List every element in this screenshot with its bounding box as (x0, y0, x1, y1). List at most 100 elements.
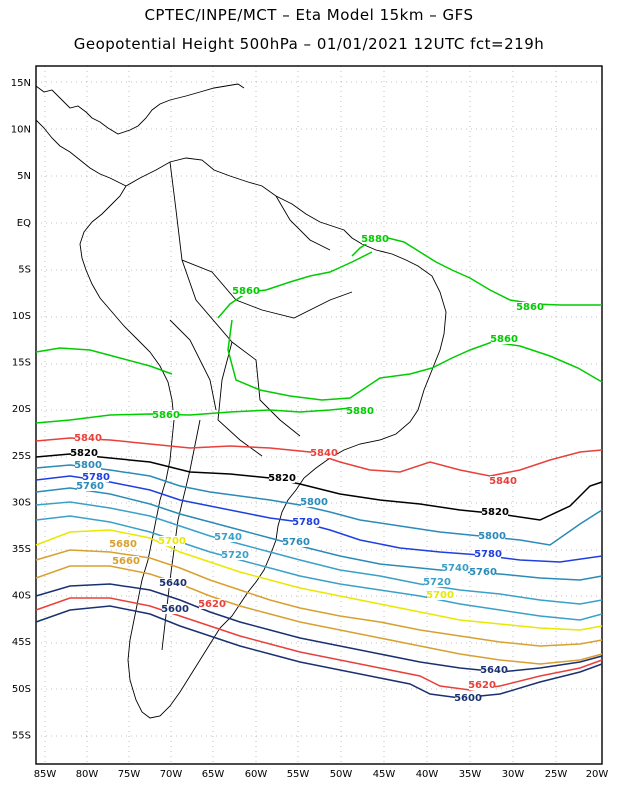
contour-label-5760: 5760 (469, 567, 497, 578)
contour-5800 (35, 464, 603, 546)
contour-label-5780: 5780 (292, 517, 320, 528)
contour-label-5860: 5860 (152, 410, 180, 421)
contour-label-5740: 5740 (441, 563, 469, 574)
contour-label-bg (71, 448, 97, 458)
contour-label-5820: 5820 (481, 507, 509, 518)
central-america-coast (35, 83, 245, 135)
y-tick-label: 5S (18, 264, 31, 275)
contour-label-5640: 5640 (159, 578, 187, 589)
x-tick-label: 75W (118, 769, 141, 780)
contour-label-bg (162, 604, 188, 614)
contour-label-bg (481, 665, 507, 675)
y-tick-label: 30S (12, 497, 31, 508)
contour-label-bg (75, 460, 101, 470)
contour-5740 (35, 501, 603, 605)
x-tick-label: 60W (245, 769, 268, 780)
contour-labels: 5880 5880 5860 5860 5860 5860 5840 5840 5840 5820… (70, 234, 544, 704)
x-tick-label: 85W (34, 769, 57, 780)
y-tick-label: 40S (12, 591, 31, 602)
contour-label-bg (442, 563, 468, 573)
contour-label-5660: 5660 (112, 556, 140, 567)
contour-label-5600: 5600 (454, 693, 482, 704)
contour-label-bg (479, 531, 505, 541)
map-frame (35, 65, 603, 765)
contour-label-bg (199, 599, 225, 609)
contour-label-5840: 5840 (310, 448, 338, 459)
x-tick-label: 50W (330, 769, 353, 780)
caribbean-coast (35, 119, 127, 187)
contour-label-5760: 5760 (76, 481, 104, 492)
x-tick-label: 30W (502, 769, 525, 780)
contour-label-5880: 5880 (361, 234, 389, 245)
contour-5640 (35, 583, 603, 673)
contour-label-5800: 5800 (300, 497, 328, 508)
x-tick-label: 55W (287, 769, 310, 780)
contour-label-bg (293, 517, 319, 527)
contour-label-bg (362, 234, 388, 244)
contour-5860-north (217, 251, 603, 401)
contour-5840 (35, 437, 603, 477)
contour-label-5800: 5800 (478, 531, 506, 542)
contour-label-bg (222, 550, 248, 560)
contour-label-5720: 5720 (423, 577, 451, 588)
contour-label-5740: 5740 (214, 532, 242, 543)
contour-5600 (35, 605, 603, 699)
contour-label-bg (159, 536, 185, 546)
contour-label-5860: 5860 (232, 286, 260, 297)
contour-label-bg (482, 507, 508, 517)
contour-label-bg (311, 448, 337, 458)
contour-label-bg (301, 497, 327, 507)
y-tick-label: 55S (12, 730, 31, 741)
contour-label-5700: 5700 (158, 536, 186, 547)
x-axis-ticks: 85W 80W 75W 70W 65W 60W 55W 50W 45W 40W 35W 30W 25W 2… (34, 769, 609, 780)
contour-label-bg (77, 481, 103, 491)
contour-label-bg (83, 472, 109, 482)
contour-label-bg (455, 693, 481, 703)
x-tick-label: 65W (202, 769, 225, 780)
y-tick-label: 25S (12, 451, 31, 462)
y-tick-label: 5N (17, 171, 31, 182)
contour-label-bg (424, 577, 450, 587)
map-title-line1: CPTEC/INPE/MCT – Eta Model 15km – GFS (144, 6, 474, 24)
contour-label-bg (160, 578, 186, 588)
contour-label-bg (517, 302, 543, 312)
contour-label-5820: 5820 (268, 473, 296, 484)
x-tick-label: 70W (160, 769, 183, 780)
contour-label-5620: 5620 (468, 680, 496, 691)
contour-5860-south (35, 347, 351, 424)
contour-label-bg (469, 680, 495, 690)
contour-label-bg (75, 433, 101, 443)
contour-label-5640: 5640 (480, 665, 508, 676)
contour-5700 (35, 529, 603, 631)
y-tick-label: 50S (12, 684, 31, 695)
contour-label-5860: 5860 (490, 334, 518, 345)
contour-label-5860: 5860 (516, 302, 544, 313)
y-axis-ticks: 15N 10N 5N EQ 5S 10S 15S 20S 25S 30S 35S 40S 45S 50S 5… (11, 78, 31, 741)
y-tick-label: 15N (11, 78, 31, 89)
y-tick-label: 20S (12, 404, 31, 415)
y-tick-label: 10N (11, 125, 31, 136)
y-tick-label: 15S (12, 358, 31, 369)
contour-label-5880: 5880 (346, 406, 374, 417)
contour-label-5720: 5720 (221, 550, 249, 561)
x-tick-label: 45W (373, 769, 396, 780)
contour-label-5620: 5620 (198, 599, 226, 610)
x-tick-label: 35W (459, 769, 482, 780)
y-tick-label: 35S (12, 544, 31, 555)
contour-5720 (35, 515, 603, 621)
contour-5820 (35, 453, 603, 521)
contour-label-bg (215, 532, 241, 542)
contour-label-bg (269, 473, 295, 483)
x-tick-label: 80W (76, 769, 99, 780)
contour-label-5700: 5700 (426, 590, 454, 601)
contour-label-5840: 5840 (74, 433, 102, 444)
contour-label-bg (153, 410, 179, 420)
contour-label-5600: 5600 (161, 604, 189, 615)
contour-label-5680: 5680 (109, 539, 137, 550)
contour-label-5760: 5760 (282, 537, 310, 548)
contour-label-5780: 5780 (82, 472, 110, 483)
contour-label-5800: 5800 (74, 460, 102, 471)
y-tick-label: 45S (12, 637, 31, 648)
contour-label-bg (347, 406, 373, 416)
